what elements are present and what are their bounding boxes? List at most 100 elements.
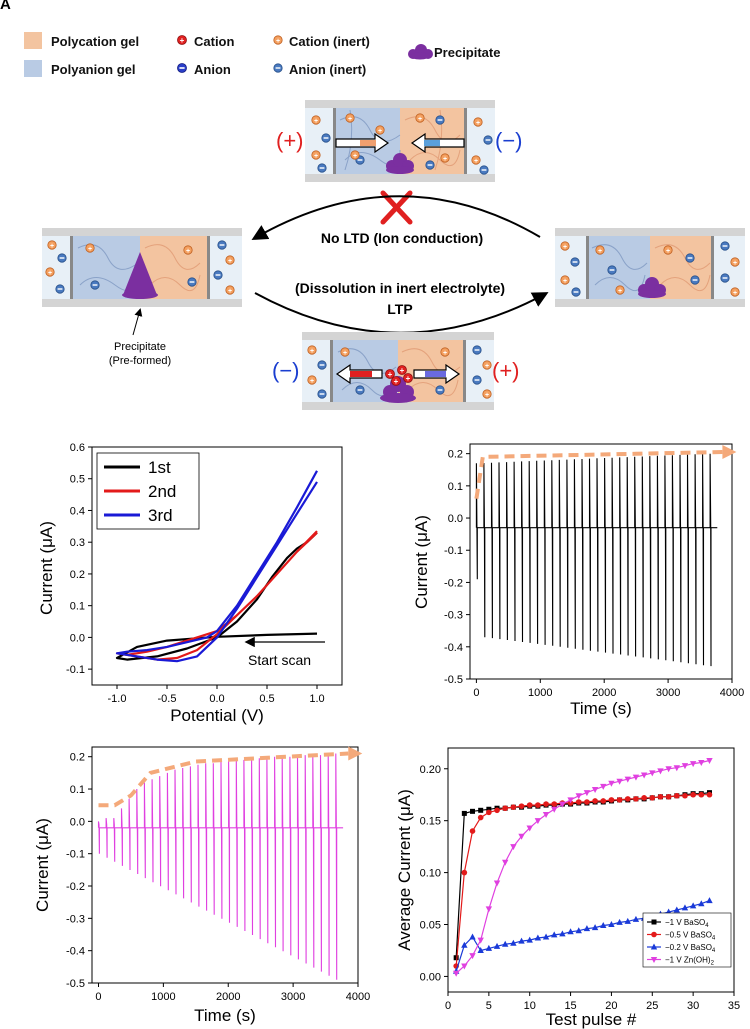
average-point (551, 931, 558, 938)
average-point (469, 953, 476, 960)
average-point (453, 955, 459, 961)
average-point (640, 772, 648, 779)
anion-inert-label: Anion (inert) (289, 62, 366, 77)
average-point (461, 941, 468, 948)
polyanion-swatch (24, 60, 42, 77)
no-ltd-arrow (251, 195, 541, 240)
pulse-black-ytick-label: -0.2 (444, 577, 463, 589)
average-point (698, 900, 705, 907)
cation-inert-icon (273, 35, 283, 46)
average-legend-label-3: −1 V Zn(OH)2 (665, 956, 715, 967)
average-xtick-label: 30 (687, 1000, 699, 1012)
pulse-black-trend-arrow (474, 450, 723, 500)
average-point (608, 797, 615, 803)
average-ytick-label: 0.00 (420, 971, 441, 983)
average-ytick-label: 0.15 (420, 816, 441, 828)
average-ytick-label: 0.10 (420, 868, 441, 880)
top-left-sign: (+) (276, 128, 304, 153)
average-point (673, 906, 680, 913)
average-legend-marker-1 (651, 931, 657, 938)
panel-letter: A (0, 0, 11, 13)
pulse-chart-magenta: 0 1000 2000 3000 4000 -0.5 -0.4 -0.3 -0.2 -0.1 0.0… (33, 746, 370, 1025)
average-point (616, 918, 623, 925)
legend-3rd: 3rd (148, 506, 173, 525)
pulse-magenta-xtick-label: 3000 (281, 991, 305, 1003)
pulse-magenta-ytick-label: -0.5 (66, 978, 85, 990)
polycation-label: Polycation gel (51, 34, 139, 49)
pulse-black-ytick-label: -0.5 (444, 674, 463, 686)
pulse-magenta-frame (91, 746, 359, 984)
cv-ytick-label: 0.6 (70, 442, 85, 454)
cation-label: Cation (194, 34, 235, 49)
average-legend-label-1: −0.5 V BaSO4 (665, 931, 716, 942)
average-point (608, 780, 615, 787)
average-legend-marker-2 (650, 943, 658, 950)
average-point (608, 921, 615, 928)
average-xtick-label: 10 (524, 1000, 536, 1012)
pulse-black-ytick-label: 0.2 (448, 449, 463, 461)
average-point (551, 806, 558, 813)
average-point (567, 797, 574, 804)
average-point (575, 799, 582, 805)
average-point (510, 939, 517, 946)
pulse-magenta-ytick-label: 0.1 (70, 784, 85, 796)
average-point (673, 765, 680, 772)
average-point (542, 933, 550, 940)
average-xtick-label: 20 (605, 1000, 617, 1012)
average-ylabel: Average Current (μA) (395, 789, 414, 951)
pulse-chart-black: 0 1000 2000 3000 4000 -0.5 -0.4 -0.3 -0.2 -0.1 0.0… (412, 443, 744, 718)
pulse-black-xtick-label: 4000 (720, 687, 744, 699)
average-point (477, 814, 484, 821)
pulse-magenta-xtick-label: 2000 (216, 991, 240, 1003)
cv-xtick-label: -1.0 (108, 693, 127, 705)
start-scan-label: Start scan (248, 652, 311, 668)
cv-chart: -1.0 -0.5 0.0 0.5 1.0 -0.1 0.0 0.1 0.2 0.3 0.4 0.5 0… (37, 442, 343, 725)
pulse-black-ytick-label: -0.1 (444, 545, 463, 557)
average-point (682, 792, 688, 799)
ltp-label: LTP (387, 301, 412, 317)
pulse-black-ytick-label: 0.1 (448, 481, 463, 493)
cv-series-1st (115, 531, 318, 661)
average-point (583, 790, 591, 797)
average-point (502, 940, 509, 947)
cv-xlabel: Potential (V) (170, 706, 264, 725)
cv-xtick-label: -0.5 (158, 693, 177, 705)
average-point (584, 799, 590, 805)
average-point (575, 793, 582, 800)
pulse-magenta-xtick-label: 0 (95, 991, 101, 1003)
average-point (567, 928, 574, 935)
average-point (469, 828, 476, 834)
average-point (485, 944, 493, 951)
average-point (624, 917, 631, 924)
average-legend-label-0: −1 V BaSO4 (665, 918, 709, 929)
average-point (502, 859, 509, 866)
pulse-black-xtick-label: 0 (473, 687, 479, 699)
pulse-magenta-ytick-label: 0.2 (70, 752, 85, 764)
average-xtick-label: 35 (728, 1000, 740, 1012)
average-point (470, 808, 476, 814)
average-point (526, 936, 533, 943)
average-point (698, 791, 705, 798)
average-xtick-label: 25 (646, 1000, 658, 1012)
average-point (494, 807, 500, 814)
average-point (477, 937, 484, 944)
average-point (706, 791, 713, 798)
cv-series-2nd (115, 530, 318, 661)
pulse-magenta-xlabel: Time (s) (194, 1006, 256, 1025)
average-xtick-label: 5 (486, 1000, 492, 1012)
cv-series-3rd (115, 470, 318, 663)
precipitate-pointer (132, 308, 143, 336)
anion-inert-icon (273, 63, 283, 73)
pulse-magenta-ytick-label: -0.1 (66, 849, 85, 861)
cv-ytick-label: 0.5 (70, 474, 85, 486)
precipitate-note-line2: (Pre-formed) (109, 355, 171, 367)
average-point (559, 930, 566, 937)
cv-ytick-label: 0.1 (70, 601, 85, 613)
bottom-right-sign: (+) (492, 358, 520, 383)
cv-ytick-label: 0.2 (70, 569, 85, 581)
average-point (616, 797, 623, 803)
pulse-black-xtick-label: 1000 (528, 687, 552, 699)
average-point (706, 897, 713, 904)
average-point (632, 915, 640, 922)
cv-legend: 1st 2nd 3rd (96, 452, 200, 530)
